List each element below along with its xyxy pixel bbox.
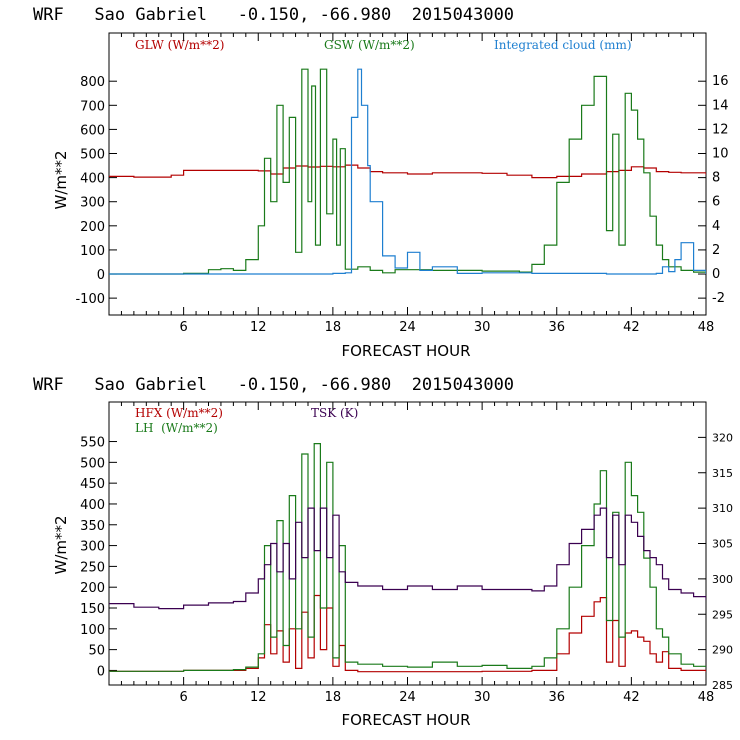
chart-2-y2-tick-label: 290 xyxy=(712,644,733,657)
chart-1-series-glw xyxy=(109,164,706,179)
chart-2-x-tick-label: 48 xyxy=(698,690,715,705)
chart-1-x-axis-label: FORECAST HOUR xyxy=(341,342,470,360)
chart-1-y-tick-label: 200 xyxy=(80,220,105,235)
chart-2-y2-tick-label: 320 xyxy=(712,431,733,444)
chart-2-plot-frame xyxy=(108,401,707,686)
chart-2-x-tick-label: 24 xyxy=(399,690,416,705)
chart-1-y-tick-label: -100 xyxy=(75,292,105,307)
chart-1-y2-tick-label: 2 xyxy=(712,243,720,258)
chart-2-y2-tick-label: 285 xyxy=(712,679,733,692)
chart-2-y-tick-label: 100 xyxy=(80,623,105,638)
chart-1-x-tick-label: 36 xyxy=(548,320,565,335)
chart-1-y2-tick-label: 16 xyxy=(712,74,729,89)
chart-2-x-tick-label: 36 xyxy=(548,690,565,705)
chart-1-series-integrated-cloud xyxy=(109,68,706,275)
legend-lh: LH (W/m**2) xyxy=(135,421,218,435)
chart-2-y2-tick-label: 305 xyxy=(712,538,733,551)
chart-2-y-tick-label: 550 xyxy=(80,436,105,451)
chart-1-y-tick-label: 800 xyxy=(80,75,105,90)
chart-1-y-axis-label: W/m**2 xyxy=(52,150,70,209)
chart-2-y-tick-label: 450 xyxy=(80,477,105,492)
chart-1-x-tick-label: 42 xyxy=(623,320,640,335)
chart-1-y2-tick-label: -2 xyxy=(712,291,725,306)
chart-1-y2-tick-label: 4 xyxy=(712,219,720,234)
chart-1-x-tick-label: 30 xyxy=(474,320,491,335)
chart-2-x-tick-label: 12 xyxy=(250,690,267,705)
chart-2-y2-tick-label: 310 xyxy=(712,502,733,515)
chart-1-y-tick-label: 500 xyxy=(80,148,105,163)
chart-2-y2-tick-label: 300 xyxy=(712,573,733,586)
chart-2-series-lh xyxy=(109,443,706,672)
chart-2-series-tsk xyxy=(109,507,706,610)
chart-1-y-tick-label: 700 xyxy=(80,99,105,114)
legend-hfx: HFX (W/m**2) xyxy=(135,406,223,420)
chart-1-y-tick-label: 300 xyxy=(80,196,105,211)
chart-2-y-tick-label: 300 xyxy=(80,540,105,555)
chart-1-x-tick-label: 6 xyxy=(179,320,187,335)
chart-1-x-tick-label: 12 xyxy=(250,320,267,335)
chart-2-y-tick-label: 50 xyxy=(88,644,105,659)
chart-1-y-tick-label: 400 xyxy=(80,172,105,187)
chart-1-y2-tick-label: 0 xyxy=(712,267,720,282)
legend-gsw: GSW (W/m**2) xyxy=(324,38,415,52)
chart-2-y-tick-label: 150 xyxy=(80,602,105,617)
chart-1-y2-tick-label: 10 xyxy=(712,147,729,162)
chart-2-y-tick-label: 400 xyxy=(80,498,105,513)
chart-2-y2-tick-label: 295 xyxy=(712,608,733,621)
chart-1-x-tick-label: 18 xyxy=(325,320,342,335)
legend-tsk: TSK (K) xyxy=(311,406,358,420)
chart-1-y-tick-label: 100 xyxy=(80,244,105,259)
chart-2-x-axis-label: FORECAST HOUR xyxy=(341,711,470,729)
chart-2-x-tick-label: 18 xyxy=(325,690,342,705)
chart-2-y-tick-label: 500 xyxy=(80,456,105,471)
chart-2-y-tick-label: 200 xyxy=(80,581,105,596)
chart-2: WRF Sao Gabriel -0.150, -66.980 20150430… xyxy=(33,375,733,729)
chart-2-y-tick-label: 0 xyxy=(97,664,105,679)
chart-1: WRF Sao Gabriel -0.150, -66.980 20150430… xyxy=(33,5,729,360)
chart-2-x-tick-label: 42 xyxy=(623,690,640,705)
chart-2-y-tick-label: 350 xyxy=(80,519,105,534)
legend-integrated-cloud: Integrated cloud (mm) xyxy=(494,38,632,52)
chart-2-y-tick-label: 250 xyxy=(80,560,105,575)
chart-1-series-gsw xyxy=(109,68,706,275)
chart-1-title: WRF Sao Gabriel -0.150, -66.980 20150430… xyxy=(33,5,514,25)
chart-1-x-tick-label: 48 xyxy=(698,320,715,335)
chart-2-y-axis-label: W/m**2 xyxy=(52,515,70,574)
chart-1-x-tick-label: 24 xyxy=(399,320,416,335)
chart-2-x-tick-label: 6 xyxy=(179,690,187,705)
chart-1-y2-tick-label: 8 xyxy=(712,171,720,186)
chart-1-y2-tick-label: 14 xyxy=(712,98,729,113)
chart-2-y2-tick-label: 315 xyxy=(712,467,733,480)
chart-2-title: WRF Sao Gabriel -0.150, -66.980 20150430… xyxy=(33,375,514,395)
legend-glw: GLW (W/m**2) xyxy=(135,38,224,52)
chart-1-y2-tick-label: 12 xyxy=(712,122,729,137)
chart-1-y-tick-label: 0 xyxy=(97,268,105,283)
chart-2-series-hfx xyxy=(109,594,706,673)
chart-2-x-tick-label: 30 xyxy=(474,690,491,705)
chart-1-y-tick-label: 600 xyxy=(80,123,105,138)
chart-1-y2-tick-label: 6 xyxy=(712,195,720,210)
